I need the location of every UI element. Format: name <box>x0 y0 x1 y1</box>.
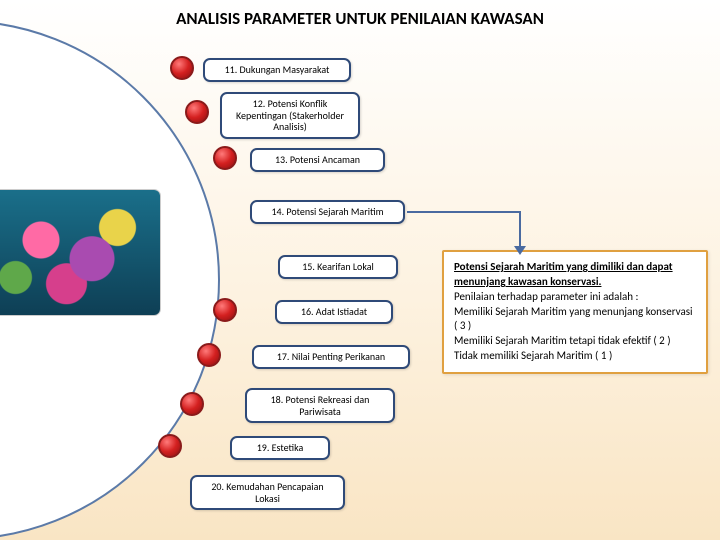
param-node-n15: 15. Kearifan Lokal <box>278 255 398 279</box>
param-node-n18: 18. Potensi Rekreasi dan Pariwisata <box>245 388 395 423</box>
param-node-n20: 20. Kemudahan Pencapaian Lokasi <box>190 475 345 510</box>
param-node-n12: 12. Potensi Konflik Kepentingan (Stakerh… <box>220 92 360 139</box>
bullet-dot-n17 <box>197 343 221 367</box>
bullet-dot-n11 <box>170 56 194 80</box>
callout-line4: Memiliki Sejarah Maritim tetapi tidak ef… <box>454 334 671 347</box>
bullet-dot-n13 <box>213 146 237 170</box>
callout-line5: Tidak memiliki Sejarah Maritim ( 1 ) <box>454 349 612 362</box>
callout-line2: Penilaian terhadap parameter ini adalah … <box>454 290 638 303</box>
param-node-n11: 11. Dukungan Masyarakat <box>203 58 351 82</box>
arrow-segment-v <box>519 211 521 248</box>
arrow-segment-h <box>407 211 520 213</box>
callout-bold: Potensi Sejarah Maritim yang dimiliki da… <box>454 260 673 288</box>
bullet-dot-n19 <box>158 434 182 458</box>
callout-line3: Memiliki Sejarah Maritim yang menunjang … <box>454 305 693 333</box>
param-node-n14: 14. Potensi Sejarah Maritim <box>250 200 405 224</box>
page-title: ANALISIS PARAMETER UNTUK PENILAIAN KAWAS… <box>0 8 720 29</box>
arrow-head-icon <box>514 246 526 255</box>
coral-image <box>0 190 160 315</box>
param-node-n19: 19. Estetika <box>230 436 330 460</box>
bullet-dot-n18 <box>180 392 204 416</box>
param-node-n17: 17. Nilai Penting Perikanan <box>252 345 410 369</box>
callout-box: Potensi Sejarah Maritim yang dimiliki da… <box>442 250 708 374</box>
param-node-n16: 16. Adat Istiadat <box>275 300 393 324</box>
bullet-dot-n12 <box>185 100 209 124</box>
bullet-dot-n16 <box>213 298 237 322</box>
param-node-n13: 13. Potensi Ancaman <box>250 148 385 172</box>
